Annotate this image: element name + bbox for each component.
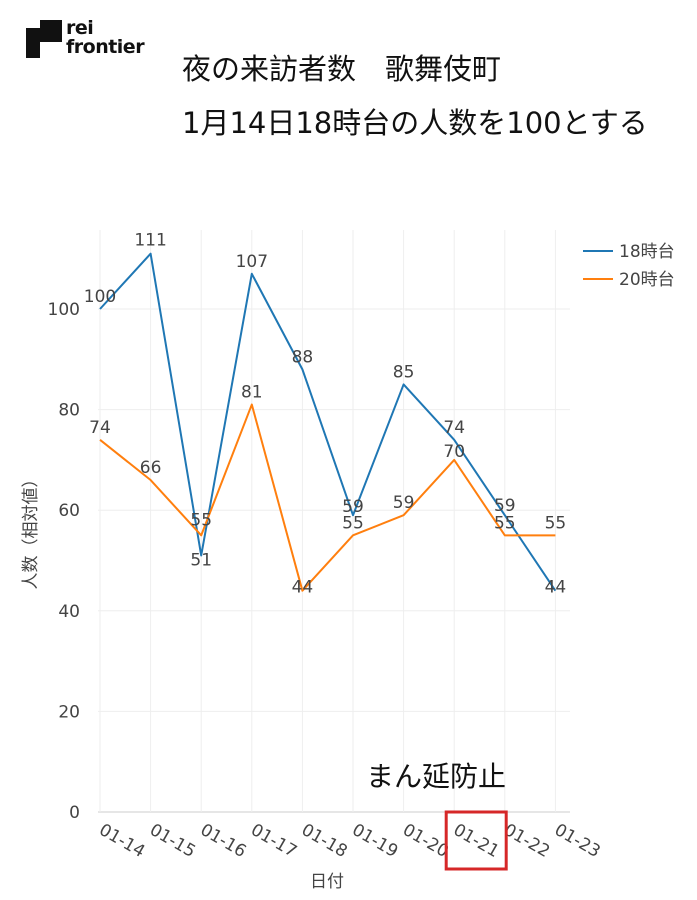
chart-title: 夜の来訪者数 歌舞伎町	[182, 52, 502, 86]
x-tick-label-01-23: 01-23	[551, 820, 604, 862]
legend: 18時台 20時台	[583, 242, 675, 290]
legend-label-18時台: 18時台	[619, 242, 675, 262]
y-tick-label-100: 100	[48, 300, 80, 320]
grid	[98, 230, 570, 813]
data-label-18時台-01-20: 85	[393, 362, 415, 382]
y-tick-label-0: 0	[69, 803, 80, 823]
logo-text-rei: rei	[66, 17, 94, 39]
highlight-box-01-21	[444, 810, 508, 871]
data-label-18時台-01-22: 59	[494, 496, 516, 516]
x-tick-label-01-14: 01-14	[96, 820, 149, 862]
x-axis-title: 日付	[310, 872, 344, 892]
data-label-20時台-01-18: 44	[292, 578, 314, 598]
data-label-18時台-01-15: 111	[134, 231, 166, 251]
data-label-18時台-01-17: 107	[236, 252, 268, 272]
data-label-20時台-01-20: 59	[393, 493, 415, 513]
legend-label-20時台: 20時台	[619, 270, 675, 290]
data-label-18時台-01-21: 74	[443, 418, 465, 438]
y-tick-label-60: 60	[58, 501, 80, 521]
data-label-18時台-01-16: 51	[190, 550, 212, 570]
chart-subtitle: 1月14日18時台の人数を100とする	[182, 106, 648, 140]
x-tick-label-01-15: 01-15	[146, 820, 199, 862]
data-label-20時台-01-17: 81	[241, 383, 263, 403]
data-label-20時台-01-23: 55	[545, 513, 567, 533]
annotation-text: まん延防止	[366, 760, 506, 793]
data-label-18時台-01-14: 100	[84, 287, 116, 307]
x-tick-label-01-19: 01-19	[349, 820, 402, 862]
y-tick-label-40: 40	[58, 602, 80, 622]
data-label-18時台-01-19: 59	[342, 497, 364, 517]
data-label-18時台-01-23: 44	[545, 578, 567, 598]
y-axis-title: 人数（相対値）	[21, 471, 41, 590]
x-tick-label-01-18: 01-18	[298, 820, 351, 862]
x-tick-label-01-16: 01-16	[197, 820, 250, 862]
y-tick-label-20: 20	[58, 702, 80, 722]
y-tick-label-80: 80	[58, 401, 80, 421]
x-tick-label-01-21: 01-21	[450, 820, 503, 862]
data-label-20時台-01-14: 74	[89, 418, 111, 438]
data-labels: 1001115110788598574594474665581445559705…	[84, 231, 566, 598]
data-label-20時台-01-21: 70	[443, 442, 465, 462]
logo: rei frontier	[26, 18, 156, 64]
logo-mark	[26, 20, 62, 58]
x-tick-label-01-17: 01-17	[247, 820, 300, 862]
data-label-18時台-01-18: 88	[292, 347, 314, 367]
axes: 02040608010001-1401-1501-1601-1701-1801-…	[48, 300, 604, 862]
data-label-20時台-01-15: 66	[140, 458, 162, 478]
series-line-18時台	[99, 252, 557, 592]
series-line-20時台	[99, 403, 556, 592]
logo-text-frontier: frontier	[66, 36, 145, 58]
x-tick-label-01-20: 01-20	[399, 820, 452, 862]
data-label-20時台-01-16: 55	[190, 510, 212, 530]
data-label-20時台-01-19: 55	[342, 513, 364, 533]
x-tick-label-01-22: 01-22	[500, 820, 553, 862]
data-label-20時台-01-22: 55	[494, 513, 516, 533]
series-lines	[99, 252, 557, 592]
